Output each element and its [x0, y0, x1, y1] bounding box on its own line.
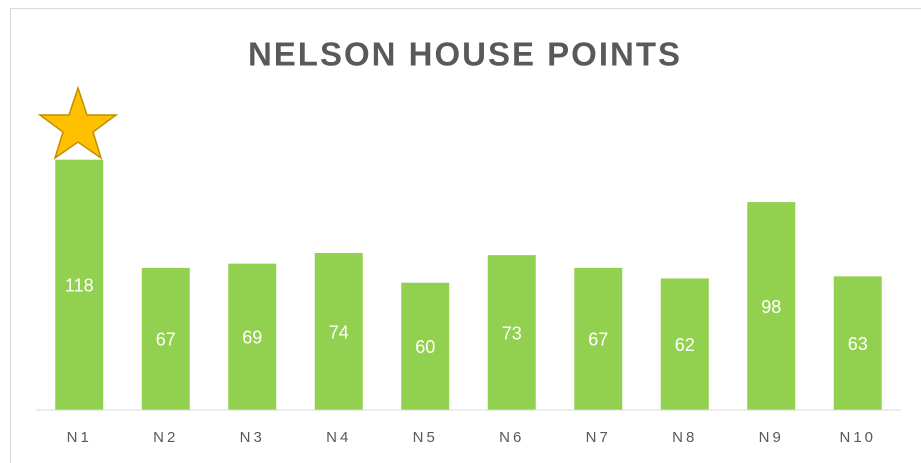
x-tick-label: N1: [67, 429, 92, 446]
data-label: 73: [502, 323, 522, 343]
data-label: 67: [588, 330, 608, 350]
data-label: 74: [329, 322, 349, 342]
bar: [487, 255, 536, 410]
chart-title: NELSON HOUSE POINTS: [248, 36, 682, 73]
bar: [747, 202, 796, 410]
x-tick-label: N6: [499, 429, 524, 446]
data-label: 63: [848, 334, 868, 354]
x-tick-label: N8: [672, 429, 697, 446]
bar: [833, 276, 882, 410]
data-label: 69: [242, 328, 262, 348]
star: [37, 85, 119, 160]
data-label: 118: [65, 276, 94, 296]
x-tick-label: N9: [759, 429, 784, 446]
data-label: 62: [675, 335, 695, 355]
bar: [55, 159, 104, 410]
x-tick-label: N7: [586, 429, 611, 446]
bar: [314, 253, 363, 410]
data-label: 67: [156, 330, 176, 350]
x-tick-label: N10: [839, 429, 876, 446]
bar: [228, 263, 277, 410]
bar: [401, 282, 450, 410]
x-tick-label: N3: [240, 429, 265, 446]
data-label: 60: [415, 337, 435, 357]
bar: [660, 278, 709, 410]
bar: [141, 267, 190, 410]
x-tick-label: N5: [413, 429, 438, 446]
bar: [574, 267, 623, 410]
data-label: 98: [761, 297, 781, 317]
x-tick-label: N2: [153, 429, 178, 446]
x-tick-label: N4: [326, 429, 351, 446]
